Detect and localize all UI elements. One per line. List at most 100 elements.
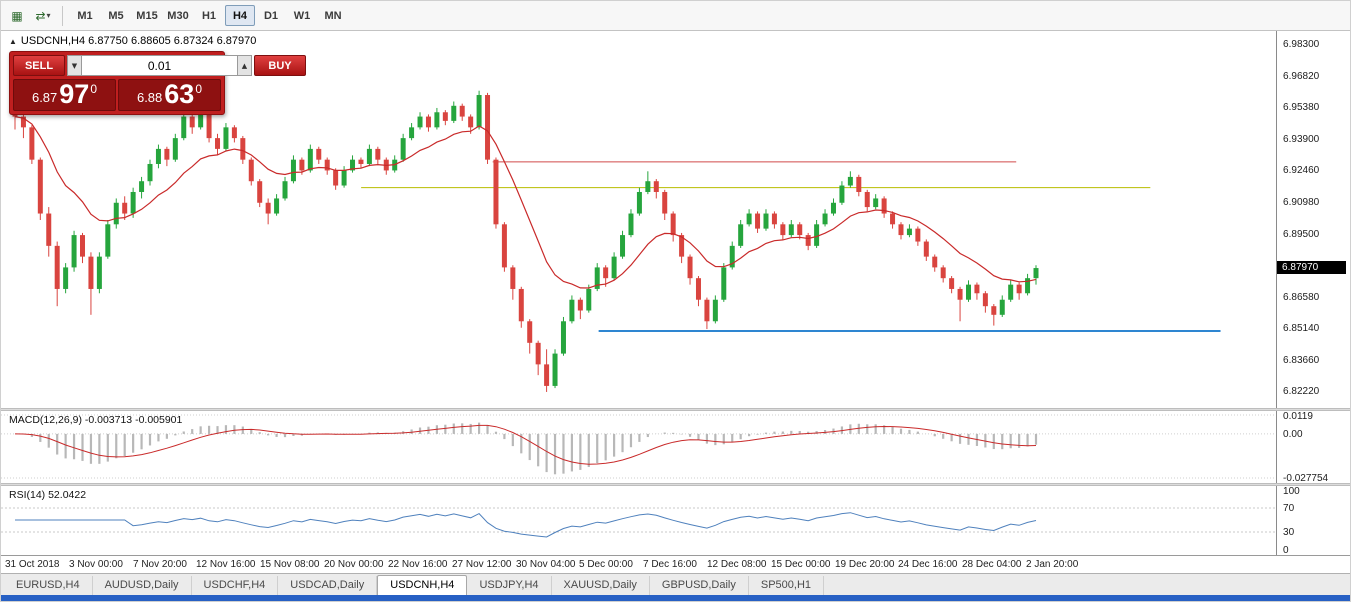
tab-xauusd-daily[interactable]: XAUUSD,Daily bbox=[552, 576, 650, 595]
tab-usdcnh-h4[interactable]: USDCNH,H4 bbox=[377, 575, 468, 595]
time-label: 24 Dec 16:00 bbox=[898, 559, 958, 570]
price-tick: 6.89500 bbox=[1283, 229, 1320, 240]
tab-usdjpy-h4[interactable]: USDJPY,H4 bbox=[467, 576, 552, 595]
main-chart-panel: ▲ USDCNH,H4 6.87750 6.88605 6.87324 6.87… bbox=[1, 31, 1350, 408]
time-label: 15 Nov 08:00 bbox=[260, 559, 320, 570]
timeframe-mn[interactable]: MN bbox=[318, 5, 348, 26]
bid-price-pipette: 0 bbox=[90, 82, 98, 96]
timeframe-h4[interactable]: H4 bbox=[225, 5, 255, 26]
time-label: 7 Nov 20:00 bbox=[133, 559, 187, 570]
one-click-collapse-icon[interactable]: ▲ bbox=[9, 36, 17, 46]
sell-button[interactable]: SELL bbox=[13, 55, 65, 76]
price-tick: 6.83660 bbox=[1283, 355, 1320, 366]
ohlc-text: USDCNH,H4 6.87750 6.88605 6.87324 6.8797… bbox=[20, 35, 257, 47]
rsi-label: RSI(14) 52.0422 bbox=[9, 489, 87, 501]
time-label: 28 Dec 04:00 bbox=[962, 559, 1022, 570]
timeframe-m30[interactable]: M30 bbox=[163, 5, 193, 26]
bid-price-display: 6.87 97 0 bbox=[13, 79, 116, 111]
price-tick: 6.95380 bbox=[1283, 102, 1320, 113]
timeframe-m15[interactable]: M15 bbox=[132, 5, 162, 26]
macd-chart-area[interactable]: MACD(12,26,9) -0.003713 -0.005901 bbox=[1, 411, 1278, 483]
bid-price-major: 6.87 bbox=[31, 89, 58, 105]
rsi-tick: 100 bbox=[1283, 486, 1300, 497]
price-tick: 6.85140 bbox=[1283, 323, 1320, 334]
time-label: 20 Nov 00:00 bbox=[324, 559, 384, 570]
current-price-badge: 6.87970 bbox=[1277, 261, 1346, 274]
time-label: 12 Dec 08:00 bbox=[707, 559, 767, 570]
price-tick: 6.98300 bbox=[1283, 39, 1320, 50]
macd-scale[interactable]: 0.0119 0.00 -0.027754 bbox=[1277, 411, 1350, 484]
tab-audusd-daily[interactable]: AUDUSD,Daily bbox=[93, 576, 192, 595]
rsi-chart-area[interactable]: RSI(14) 52.0422 bbox=[1, 486, 1278, 555]
time-label: 3 Nov 00:00 bbox=[69, 559, 123, 570]
lot-size-stepper: ▼ ▲ bbox=[67, 55, 252, 76]
toolbar-separator bbox=[62, 5, 63, 26]
buy-button[interactable]: BUY bbox=[254, 55, 306, 76]
timeframe-w1[interactable]: W1 bbox=[287, 5, 317, 26]
rsi-indicator-chart[interactable] bbox=[1, 486, 1277, 555]
lot-size-input[interactable] bbox=[82, 55, 237, 76]
grid-glyph: ▦ bbox=[11, 8, 23, 23]
time-label: 5 Dec 00:00 bbox=[579, 559, 633, 570]
price-tick: 6.82220 bbox=[1283, 386, 1320, 397]
macd-tick: 0.0119 bbox=[1283, 411, 1313, 422]
chart-ohlc-title: ▲ USDCNH,H4 6.87750 6.88605 6.87324 6.87… bbox=[9, 35, 256, 47]
timeframe-m1[interactable]: M1 bbox=[70, 5, 100, 26]
time-label: 31 Oct 2018 bbox=[5, 559, 60, 570]
tab-sp500-h1[interactable]: SP500,H1 bbox=[749, 576, 825, 595]
tab-eurusd-h4[interactable]: EURUSD,H4 bbox=[4, 576, 93, 595]
price-tick: 6.93900 bbox=[1283, 134, 1320, 145]
time-label: 2 Jan 20:00 bbox=[1026, 559, 1079, 570]
price-tick: 6.96820 bbox=[1283, 71, 1320, 82]
chart-tabs: EURUSD,H4 AUDUSD,Daily USDCHF,H4 USDCAD,Dai… bbox=[1, 573, 1350, 595]
price-tick: 6.90980 bbox=[1283, 197, 1320, 208]
rsi-tick: 70 bbox=[1283, 503, 1295, 514]
taskbar-strip bbox=[1, 595, 1350, 601]
rsi-scale[interactable]: 100 70 30 0 bbox=[1277, 486, 1350, 556]
time-label: 12 Nov 16:00 bbox=[196, 559, 256, 570]
template-dropdown-icon[interactable]: ⇄ ▾ bbox=[31, 5, 55, 27]
time-label: 15 Dec 00:00 bbox=[771, 559, 831, 570]
macd-tick: -0.027754 bbox=[1283, 473, 1329, 484]
macd-tick: 0.00 bbox=[1283, 429, 1303, 440]
chart-grid-icon[interactable]: ▦ bbox=[5, 5, 29, 27]
lot-increase-button[interactable]: ▲ bbox=[237, 55, 252, 76]
time-label: 27 Nov 12:00 bbox=[452, 559, 512, 570]
panel-splitter-macd[interactable] bbox=[1, 408, 1350, 411]
timeframe-d1[interactable]: D1 bbox=[256, 5, 286, 26]
ask-price-pips: 63 bbox=[164, 79, 195, 109]
swap-glyph: ⇄ bbox=[35, 8, 46, 23]
chevron-down-icon: ▾ bbox=[46, 11, 51, 20]
tab-gbpusd-daily[interactable]: GBPUSD,Daily bbox=[650, 576, 749, 595]
bid-price-pips: 97 bbox=[59, 79, 90, 109]
price-scale[interactable]: 6.98300 6.96820 6.95380 6.93900 6.92460 6.909… bbox=[1277, 31, 1350, 408]
time-label: 30 Nov 04:00 bbox=[516, 559, 576, 570]
rsi-panel: RSI(14) 52.0422 100 70 30 0 bbox=[1, 486, 1350, 556]
price-tick: 6.92460 bbox=[1283, 165, 1320, 176]
time-label: 19 Dec 20:00 bbox=[835, 559, 895, 570]
toolbar: ▦ ⇄ ▾ M1 M5 M15 M30 H1 H4 D1 W1 MN bbox=[1, 1, 1350, 31]
tab-usdchf-h4[interactable]: USDCHF,H4 bbox=[192, 576, 279, 595]
macd-panel: MACD(12,26,9) -0.003713 -0.005901 0.0119… bbox=[1, 411, 1350, 484]
macd-indicator-chart[interactable] bbox=[1, 411, 1277, 483]
time-label: 22 Nov 16:00 bbox=[388, 559, 448, 570]
rsi-tick: 30 bbox=[1283, 527, 1295, 538]
lot-decrease-button[interactable]: ▼ bbox=[67, 55, 82, 76]
price-chart-area[interactable]: ▲ USDCNH,H4 6.87750 6.88605 6.87324 6.87… bbox=[1, 31, 1278, 408]
ask-price-display: 6.88 63 0 bbox=[118, 79, 221, 111]
timeframe-group: M1 M5 M15 M30 H1 H4 D1 W1 MN bbox=[70, 5, 348, 26]
price-tick: 6.86580 bbox=[1283, 292, 1320, 303]
timeframe-h1[interactable]: H1 bbox=[194, 5, 224, 26]
candlestick-chart[interactable] bbox=[1, 31, 1277, 408]
ask-price-major: 6.88 bbox=[136, 89, 163, 105]
one-click-trade-panel: SELL ▼ ▲ BUY 6.87 97 0 6.88 bbox=[9, 51, 306, 115]
ask-price-pipette: 0 bbox=[195, 82, 203, 96]
macd-label: MACD(12,26,9) -0.003713 -0.005901 bbox=[9, 414, 183, 426]
panel-splitter-rsi[interactable] bbox=[1, 483, 1350, 486]
rsi-tick: 0 bbox=[1283, 545, 1289, 556]
tab-usdcad-daily[interactable]: USDCAD,Daily bbox=[278, 576, 378, 595]
timeframe-m5[interactable]: M5 bbox=[101, 5, 131, 26]
time-label: 7 Dec 16:00 bbox=[643, 559, 697, 570]
time-axis[interactable]: 31 Oct 2018 3 Nov 00:00 7 Nov 20:00 12 Nov … bbox=[1, 555, 1350, 573]
